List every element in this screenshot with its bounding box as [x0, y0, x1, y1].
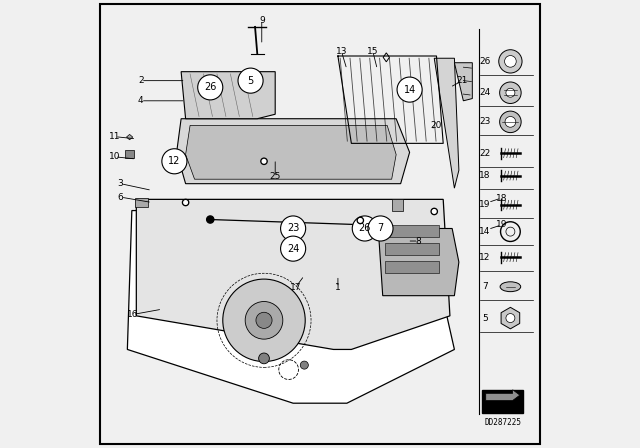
Bar	[136, 198, 148, 207]
Text: DD287225: DD287225	[484, 418, 522, 426]
Circle shape	[162, 149, 187, 174]
Text: 21: 21	[457, 76, 468, 85]
Text: 11: 11	[109, 132, 120, 141]
Polygon shape	[177, 119, 410, 184]
Circle shape	[506, 314, 515, 323]
Circle shape	[357, 217, 364, 224]
Text: 16: 16	[127, 310, 138, 319]
Polygon shape	[127, 211, 454, 403]
Circle shape	[358, 219, 362, 222]
Text: 7: 7	[482, 282, 488, 291]
Polygon shape	[486, 390, 520, 401]
Text: 9: 9	[259, 16, 264, 25]
Circle shape	[500, 111, 521, 133]
Text: 18: 18	[479, 171, 491, 180]
Polygon shape	[378, 228, 459, 296]
Ellipse shape	[500, 282, 521, 292]
Text: 18: 18	[496, 194, 507, 202]
Bar	[392, 199, 403, 211]
Text: 25: 25	[269, 172, 281, 181]
Circle shape	[368, 216, 393, 241]
Polygon shape	[435, 58, 459, 188]
Circle shape	[500, 82, 521, 103]
Text: 17: 17	[290, 283, 301, 292]
Circle shape	[223, 279, 305, 362]
Text: 7: 7	[378, 224, 383, 233]
Circle shape	[397, 77, 422, 102]
Text: 24: 24	[287, 244, 300, 254]
Circle shape	[198, 75, 223, 100]
Bar	[385, 243, 439, 255]
Circle shape	[256, 312, 272, 328]
Bar	[385, 225, 439, 237]
Text: 22: 22	[479, 149, 490, 158]
Text: 5: 5	[248, 76, 253, 86]
Text: 26: 26	[204, 82, 216, 92]
Circle shape	[433, 210, 436, 213]
Text: 6: 6	[118, 193, 124, 202]
Text: 20: 20	[430, 121, 441, 130]
Text: 19: 19	[496, 220, 507, 229]
Text: 15: 15	[367, 47, 379, 56]
Circle shape	[261, 158, 267, 164]
Circle shape	[280, 216, 306, 241]
Text: 12: 12	[479, 253, 490, 262]
Polygon shape	[181, 72, 275, 119]
Text: 14: 14	[479, 227, 490, 236]
Text: 10: 10	[109, 152, 120, 161]
Polygon shape	[186, 125, 396, 179]
Circle shape	[238, 68, 263, 93]
Text: 1: 1	[335, 283, 340, 292]
Text: 26: 26	[479, 57, 490, 66]
Circle shape	[262, 159, 266, 163]
Polygon shape	[127, 134, 132, 140]
Bar	[385, 261, 439, 273]
Circle shape	[352, 216, 378, 241]
Text: 5: 5	[482, 314, 488, 323]
Text: 12: 12	[168, 156, 180, 166]
Text: 26: 26	[358, 224, 371, 233]
Polygon shape	[454, 63, 472, 101]
Polygon shape	[136, 199, 450, 349]
Polygon shape	[501, 307, 520, 329]
Text: 19: 19	[479, 200, 491, 209]
Circle shape	[280, 236, 306, 261]
Text: 24: 24	[479, 88, 490, 97]
Text: 3: 3	[118, 179, 124, 188]
Text: 4: 4	[138, 96, 143, 105]
Circle shape	[245, 302, 283, 339]
Circle shape	[364, 221, 371, 228]
Circle shape	[259, 353, 269, 364]
Bar	[482, 390, 524, 413]
Circle shape	[506, 88, 515, 97]
Circle shape	[300, 361, 308, 369]
Text: 23: 23	[287, 224, 300, 233]
Circle shape	[207, 216, 214, 223]
Circle shape	[431, 208, 437, 215]
Text: 23: 23	[479, 117, 490, 126]
Bar	[125, 150, 134, 158]
Circle shape	[184, 201, 188, 204]
Text: 2: 2	[138, 76, 143, 85]
Circle shape	[182, 199, 189, 206]
Text: 13: 13	[336, 47, 348, 56]
Circle shape	[499, 50, 522, 73]
Text: 8: 8	[416, 237, 421, 246]
Text: 14: 14	[403, 85, 416, 95]
Circle shape	[505, 116, 516, 127]
Circle shape	[504, 56, 516, 67]
